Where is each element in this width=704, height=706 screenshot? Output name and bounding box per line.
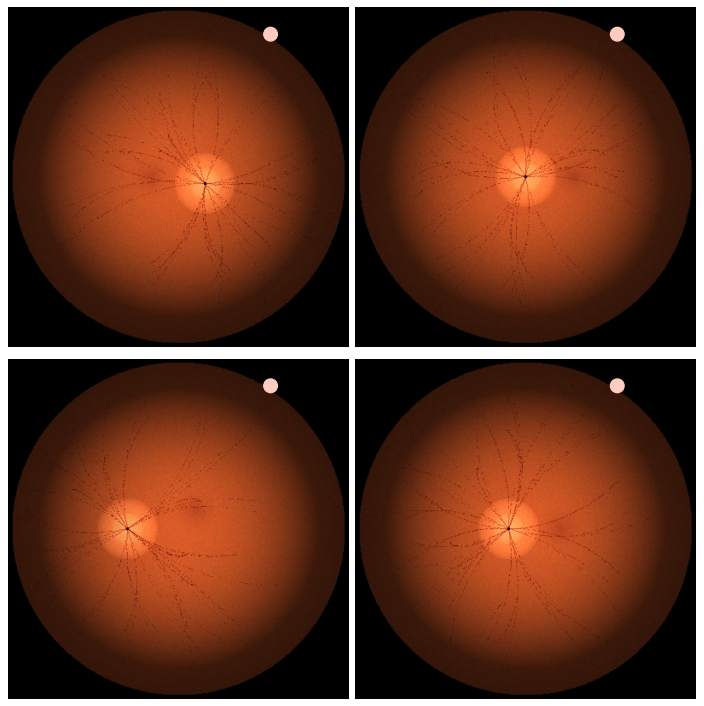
Circle shape <box>610 28 624 41</box>
Circle shape <box>264 379 277 393</box>
Circle shape <box>610 379 624 393</box>
Circle shape <box>264 28 277 41</box>
